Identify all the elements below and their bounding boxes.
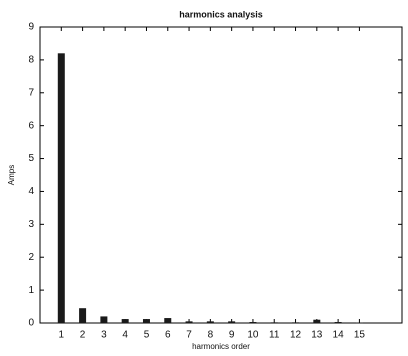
bar	[57, 53, 65, 324]
x-tick-label: 9	[229, 330, 235, 341]
x-tick-label: 4	[122, 330, 128, 341]
y-tick-label: 1	[28, 285, 34, 296]
x-tick-label: 3	[101, 330, 107, 341]
x-tick-label: 1	[59, 330, 65, 341]
y-tick-label: 0	[28, 318, 34, 329]
plot-frame	[39, 26, 403, 324]
y-tick-label: 5	[28, 153, 34, 164]
chart-title: harmonics analysis	[179, 9, 263, 19]
y-tick-label: 4	[28, 186, 34, 197]
x-tick-label: 6	[165, 330, 171, 341]
y-tick-label: 9	[28, 22, 34, 33]
y-tick-label: 3	[28, 219, 34, 230]
bar	[334, 322, 342, 323]
x-tick-label: 12	[290, 330, 302, 341]
bar	[355, 322, 363, 324]
bar	[206, 321, 214, 323]
x-tick-label: 5	[144, 330, 150, 341]
bar	[100, 316, 108, 323]
x-tick-label: 13	[311, 330, 323, 341]
x-tick-label: 15	[354, 330, 366, 341]
bar	[292, 322, 300, 323]
bar	[313, 319, 321, 323]
x-axis-label: harmonics order	[192, 342, 250, 351]
y-axis-label: Amps	[7, 165, 16, 185]
x-tick-label: 7	[186, 330, 192, 341]
bar	[121, 319, 129, 323]
y-tick-label: 7	[28, 87, 34, 98]
x-tick-label: 11	[269, 330, 280, 341]
bar	[249, 322, 257, 323]
bar	[270, 322, 278, 323]
y-tick-label: 8	[28, 55, 34, 66]
bar	[228, 321, 236, 323]
y-tick-label: 2	[28, 252, 34, 263]
y-tick-label: 6	[28, 120, 34, 131]
bar	[164, 318, 172, 323]
x-tick-label: 14	[333, 330, 345, 341]
x-tick-label: 2	[80, 330, 86, 341]
bar	[185, 321, 193, 323]
x-tick-label: 10	[247, 330, 259, 341]
bar	[79, 308, 87, 323]
bar	[142, 319, 150, 323]
x-tick-label: 8	[208, 330, 214, 341]
